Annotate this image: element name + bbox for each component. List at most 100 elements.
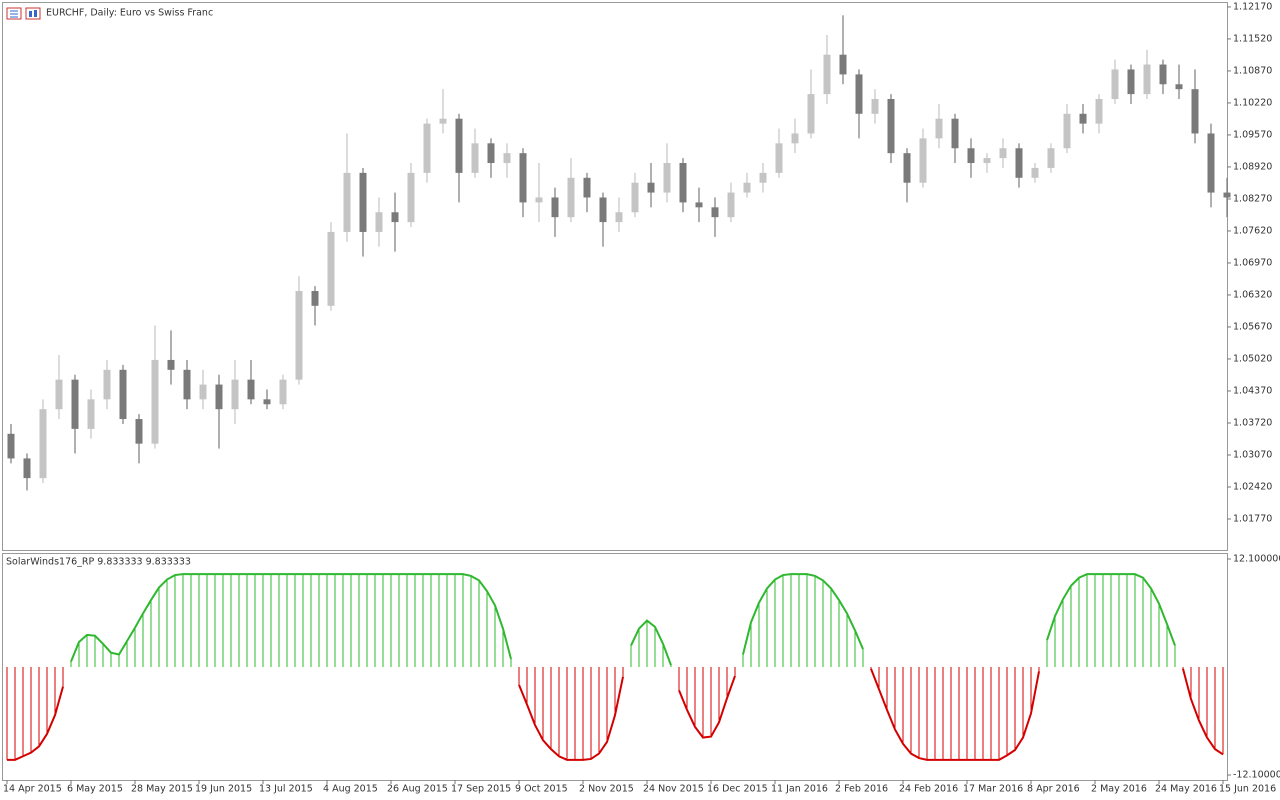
candle-body [919, 138, 927, 183]
candle-body [679, 163, 687, 203]
y-tick-label: 1.10870 [1233, 65, 1272, 76]
candle-body [55, 379, 63, 410]
y-tick-label: 1.08270 [1233, 193, 1272, 204]
candle-body [1159, 64, 1167, 85]
candle-body [1015, 148, 1023, 178]
indicator-title: SolarWinds176_RP 9.833333 9.833333 [6, 557, 191, 568]
candle-body [663, 163, 671, 193]
candle-body [471, 143, 479, 173]
y-tick-label: 1.08920 [1233, 161, 1272, 172]
candle-body [215, 384, 223, 410]
y-tick-label: 1.03070 [1233, 449, 1272, 460]
price-pane [2, 2, 1228, 551]
candle-body [311, 291, 319, 306]
chart-icons [6, 7, 41, 20]
candle-body [423, 123, 431, 173]
candle-body [775, 143, 783, 173]
y-tick-label: 1.03720 [1233, 417, 1272, 428]
indicator-line [70, 573, 512, 663]
candle-body [263, 399, 271, 405]
candle-body [647, 182, 655, 193]
candle-body [199, 384, 207, 400]
indicator-line [1182, 668, 1224, 756]
candle-body [743, 182, 751, 193]
indicator-line [1046, 573, 1176, 646]
x-tick-label: 2 Nov 2015 [579, 784, 634, 795]
candle-body [551, 197, 559, 218]
x-tick-label: 24 Feb 2016 [899, 784, 958, 795]
y-tick-label: 1.10220 [1233, 97, 1272, 108]
candle-body [1063, 113, 1071, 149]
indicator-line [742, 573, 864, 655]
candle-body [103, 369, 111, 400]
candle-body [791, 133, 799, 144]
candle-body [759, 172, 767, 183]
candle-body [887, 99, 895, 154]
candle-body [343, 172, 351, 232]
candle-body [1047, 148, 1055, 168]
y-tick-label: 1.01770 [1233, 513, 1272, 524]
y-tick-label: 12.100000 [1233, 553, 1280, 564]
indicator-line [7, 686, 64, 761]
x-tick-label: 14 Apr 2015 [3, 784, 62, 795]
y-tick-label: 1.05020 [1233, 353, 1272, 364]
candle-body [1223, 192, 1231, 198]
candle-body [231, 379, 239, 410]
candle-body [359, 172, 367, 232]
candle-body [599, 197, 607, 223]
candle-body [167, 359, 175, 370]
candle-body [391, 212, 399, 223]
x-tick-label: 13 Jul 2015 [259, 784, 313, 795]
candle-body [39, 409, 47, 479]
x-tick-label: 15 Jun 2016 [1219, 784, 1276, 795]
candle-body [1031, 167, 1039, 178]
y-tick-label: 1.04370 [1233, 385, 1272, 396]
y-tick-label: 1.02420 [1233, 481, 1272, 492]
y-tick-label: 1.07620 [1233, 225, 1272, 236]
y-tick-label: 1.11520 [1233, 33, 1272, 44]
candle-body [1175, 84, 1183, 90]
indicator-line [870, 668, 1040, 761]
chart-title: EURCHF, Daily: Euro vs Swiss Franc [46, 8, 213, 19]
candle-body [839, 54, 847, 75]
candle-body [455, 118, 463, 173]
candle-body [247, 379, 255, 400]
candle-body [807, 94, 815, 134]
candle-body [999, 148, 1007, 159]
y-tick-label: 1.12170 [1233, 1, 1272, 12]
candle-body [151, 359, 159, 444]
icon-bar [29, 11, 32, 17]
indicator-line [678, 675, 736, 739]
x-tick-label: 26 Aug 2015 [387, 784, 448, 795]
candle-body [1111, 69, 1119, 100]
candle-body [855, 74, 863, 114]
x-tick-label: 19 Jun 2015 [195, 784, 252, 795]
candle-body [135, 419, 143, 444]
candle-body [727, 192, 735, 218]
x-tick-label: 4 Aug 2015 [323, 784, 378, 795]
candle-body [1143, 64, 1151, 95]
x-tick-label: 16 Dec 2015 [707, 784, 768, 795]
x-tick-label: 2 May 2016 [1091, 784, 1147, 795]
candle-body [935, 118, 943, 139]
candle-body [1191, 89, 1199, 134]
candle-body [967, 148, 975, 164]
candle-body [1207, 133, 1215, 193]
x-tick-label: 24 May 2016 [1155, 784, 1217, 795]
candle-body [983, 158, 991, 164]
candle-body [71, 379, 79, 429]
icon-bar [34, 10, 37, 17]
x-tick-label: 28 May 2015 [131, 784, 193, 795]
indicator-line [518, 676, 624, 761]
candle-body [295, 291, 303, 380]
candle-body [871, 99, 879, 114]
candle-body [1095, 99, 1103, 124]
candle-body [631, 182, 639, 213]
x-tick-label: 9 Oct 2015 [515, 784, 568, 795]
x-tick-label: 24 Nov 2015 [643, 784, 704, 795]
candle-body [615, 212, 623, 223]
candle-body [279, 379, 287, 405]
y-tick-label: -12.100000 [1233, 770, 1280, 781]
indicator-line [630, 619, 672, 666]
